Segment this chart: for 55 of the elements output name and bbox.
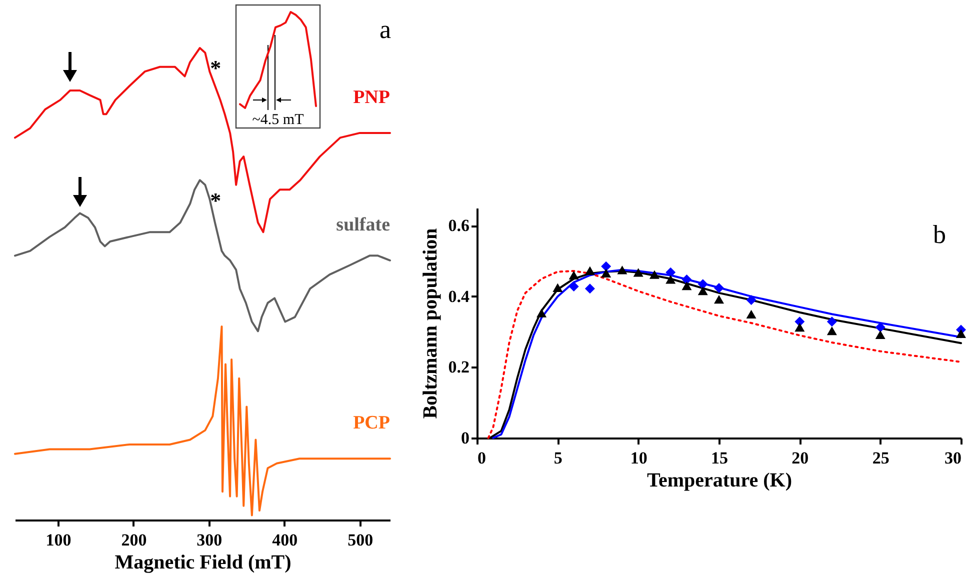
series-label: PCP — [353, 412, 390, 434]
point — [875, 322, 886, 332]
point — [746, 310, 756, 318]
y-tick-label: 0.2 — [448, 358, 470, 377]
x-tick-label: 0 — [478, 448, 486, 468]
x-tick-label: 200 — [121, 530, 147, 550]
point — [826, 316, 837, 327]
x-tick-label: 300 — [196, 530, 222, 550]
y-tick-label: 0 — [461, 428, 470, 448]
x-tick-label: 5 — [554, 448, 562, 468]
series-label: sulfate — [336, 214, 390, 236]
point — [633, 268, 644, 277]
chart-title: a — [379, 15, 392, 44]
point — [552, 283, 563, 292]
point — [568, 270, 579, 280]
point — [584, 284, 595, 294]
point — [875, 330, 886, 340]
point — [617, 266, 628, 274]
point — [794, 322, 805, 332]
point — [666, 275, 676, 284]
point — [682, 274, 692, 284]
point — [794, 316, 805, 327]
point — [698, 286, 708, 296]
point — [584, 266, 595, 275]
point — [826, 326, 837, 336]
x-tick-label: 400 — [272, 530, 298, 550]
point — [682, 282, 692, 290]
x-axis-title: Temperature (K) — [647, 470, 792, 492]
x-tick-label: 30 — [944, 448, 962, 468]
annotation: * — [210, 188, 222, 213]
point — [536, 308, 547, 318]
y-axis-title: Boltzmann population — [419, 228, 442, 419]
point — [714, 282, 724, 293]
x-tick-label: 20 — [792, 448, 809, 468]
x-axis-title: Magnetic Field (mT) — [114, 552, 292, 574]
annotation: ~4.5 mT — [252, 112, 304, 128]
point — [666, 267, 676, 278]
x-tick-label: 25 — [872, 448, 890, 468]
point — [714, 294, 724, 304]
series-label: PNP — [353, 86, 390, 108]
y-tick-label: 0.4 — [448, 286, 470, 306]
point — [601, 268, 612, 278]
x-tick-label: 15 — [711, 448, 728, 468]
point — [746, 295, 756, 305]
point — [601, 261, 612, 272]
y-tick-label: 0.6 — [448, 216, 470, 236]
x-tick-label: 10 — [630, 448, 648, 468]
annotation: * — [210, 56, 222, 81]
point — [956, 329, 966, 338]
x-tick-label: 500 — [348, 530, 374, 550]
point — [698, 279, 708, 290]
chart-title: b — [933, 220, 946, 249]
point — [649, 270, 660, 279]
point — [568, 282, 579, 292]
x-tick-label: 100 — [46, 530, 72, 550]
